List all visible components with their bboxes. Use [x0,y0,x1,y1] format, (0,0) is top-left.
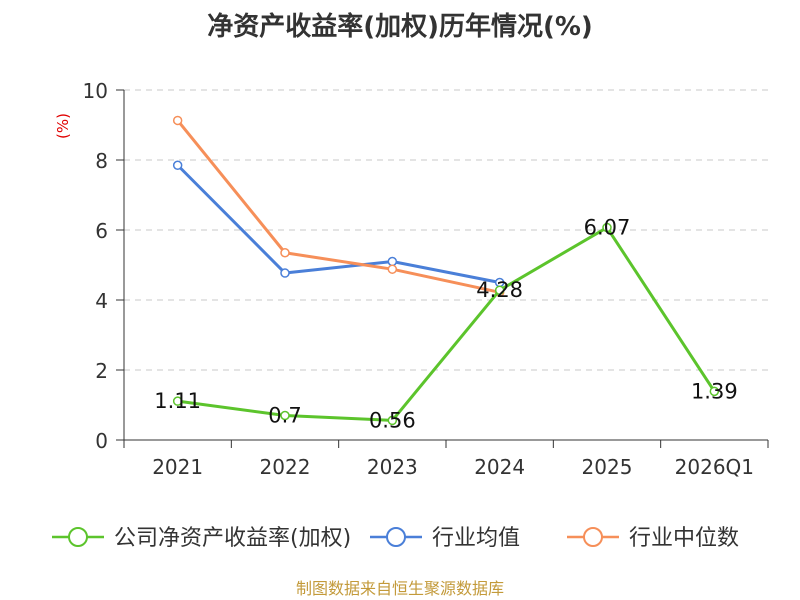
y-tick-label: 0 [95,429,108,453]
chart-title: 净资产收益率(加权)历年情况(%) [207,11,593,42]
y-axis-label: (%) [54,113,72,139]
data-label: 4.28 [476,278,523,302]
x-tick-label: 2026Q1 [675,455,754,479]
x-tick-label: 2023 [367,455,418,479]
legend-label: 公司净资产收益率(加权) [114,526,351,551]
data-point [387,264,398,274]
axes: 0 2 4 6 8 10 2021 2022 2023 2024 2025 2026Q1 [83,79,769,479]
legend-marker [583,527,603,547]
data-point [387,415,398,426]
legend-label: 行业均值 [432,526,520,551]
data-point [494,285,505,295]
y-tick-label: 10 [83,79,108,103]
legend: 公司净资产收益率(加权) 行业均值 行业中位数 [52,526,739,551]
data-label: 6.07 [584,216,631,240]
data-label: 0.7 [268,404,301,428]
source-note: 制图数据来自恒生聚源数据库 [296,579,504,598]
series-line [177,226,716,422]
data-label: 1.39 [691,379,738,403]
y-tick-label: 8 [95,149,108,173]
series-line [176,164,500,284]
legend-marker [68,527,88,547]
data-point [280,410,290,421]
data-point [172,160,183,170]
x-tick-label: 2021 [152,455,203,479]
data-point [387,256,398,267]
data-label: 1.11 [154,389,201,413]
y-tick-label: 2 [95,359,108,383]
legend-label: 行业中位数 [629,526,739,551]
data-point [280,268,290,278]
x-tick-label: 2025 [582,455,633,479]
grid-lines [124,89,768,371]
data-label: 0.56 [369,408,416,432]
series-line [176,119,500,294]
data-point [709,386,720,397]
x-tick-label: 2024 [474,455,525,479]
data-point [280,248,290,258]
data-point [172,396,183,406]
y-tick-label: 6 [95,219,108,243]
series-group [172,115,720,426]
x-tick-label: 2022 [260,455,311,479]
data-point [172,115,183,126]
y-tick-label: 4 [95,289,108,313]
data-labels: 1.11 0.7 0.56 4.28 6.07 1.39 [154,216,737,433]
legend-marker [386,527,406,547]
data-point [602,222,612,233]
